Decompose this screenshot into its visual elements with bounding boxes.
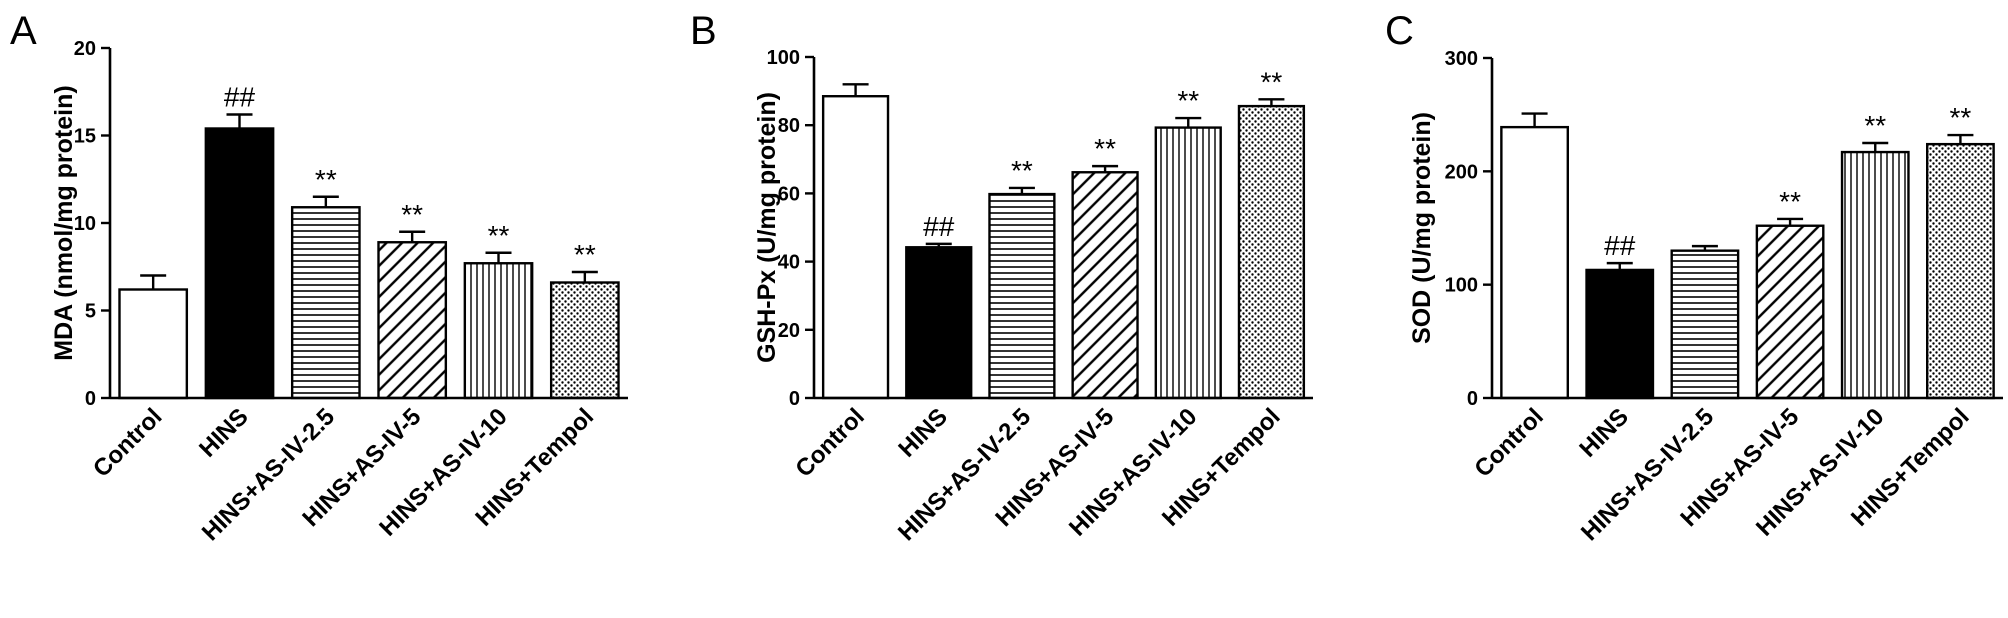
panel-letter: A [10, 9, 37, 53]
significance-label: ** [1864, 110, 1886, 141]
bar [1926, 142, 1995, 400]
bar [1670, 249, 1740, 400]
significance-label: ** [1779, 186, 1801, 217]
significance-label: ** [401, 199, 423, 230]
significance-label: ## [224, 82, 256, 113]
y-tick-label: 300 [1445, 48, 1478, 70]
y-axis-label: SOD (U/mg protein) [1408, 112, 1436, 344]
significance-label: ## [923, 211, 955, 242]
significance-label: ** [1177, 85, 1199, 116]
significance-label: ** [1261, 66, 1283, 97]
bar [549, 281, 620, 400]
category-label: HINS [1574, 403, 1634, 463]
bar [118, 288, 189, 400]
y-axis-label: MDA (nmol/mg protein) [50, 85, 78, 360]
category-label: Control [790, 403, 869, 482]
significance-label: ** [488, 220, 510, 251]
y-tick-label: 0 [85, 388, 96, 410]
category-label: Control [1469, 403, 1548, 482]
bar [1500, 125, 1569, 400]
bar [821, 95, 890, 400]
y-tick-label: 20 [74, 38, 96, 60]
category-label: HINS [194, 403, 254, 463]
bar [1237, 104, 1306, 400]
y-tick-label: 100 [767, 47, 800, 69]
y-tick-label: 5 [85, 301, 96, 323]
bar [1755, 224, 1825, 400]
bar [463, 262, 534, 400]
y-tick-label: 200 [1445, 161, 1478, 183]
significance-label: ** [315, 164, 337, 195]
significance-label: ** [1011, 155, 1033, 186]
y-axis-label: GSH-Px (U/mg protein) [753, 92, 781, 363]
y-tick-label: 100 [1445, 275, 1478, 297]
bar [290, 206, 361, 400]
bar [204, 127, 275, 400]
panel-letter: B [690, 9, 717, 53]
bar [1071, 171, 1139, 400]
y-tick-label: 0 [789, 388, 800, 410]
panel-letter: C [1385, 9, 1414, 53]
significance-label: ** [574, 239, 596, 270]
category-label: Control [88, 403, 167, 482]
significance-label: ** [1094, 133, 1116, 164]
y-tick-label: 40 [778, 252, 800, 274]
y-tick-label: 0 [1467, 388, 1478, 410]
y-tick-label: 15 [74, 126, 96, 148]
bar [988, 192, 1056, 400]
y-tick-label: 60 [778, 183, 800, 205]
significance-label: ## [1604, 230, 1636, 261]
bar [1840, 150, 1910, 400]
significance-label: ** [1950, 102, 1972, 133]
category-label: HINS [893, 403, 953, 463]
bar [1585, 268, 1655, 400]
y-tick-label: 80 [778, 115, 800, 137]
bar [905, 246, 973, 400]
bar [377, 241, 448, 400]
y-tick-label: 20 [778, 320, 800, 342]
bar [1154, 126, 1222, 400]
y-tick-label: 10 [74, 213, 96, 235]
